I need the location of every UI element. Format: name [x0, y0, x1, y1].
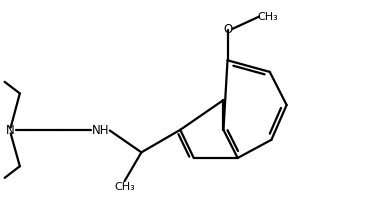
Text: N: N: [6, 124, 15, 137]
Text: NH: NH: [92, 124, 110, 137]
Text: CH₃: CH₃: [114, 182, 135, 192]
Text: O: O: [223, 23, 232, 36]
Text: CH₃: CH₃: [258, 12, 278, 22]
